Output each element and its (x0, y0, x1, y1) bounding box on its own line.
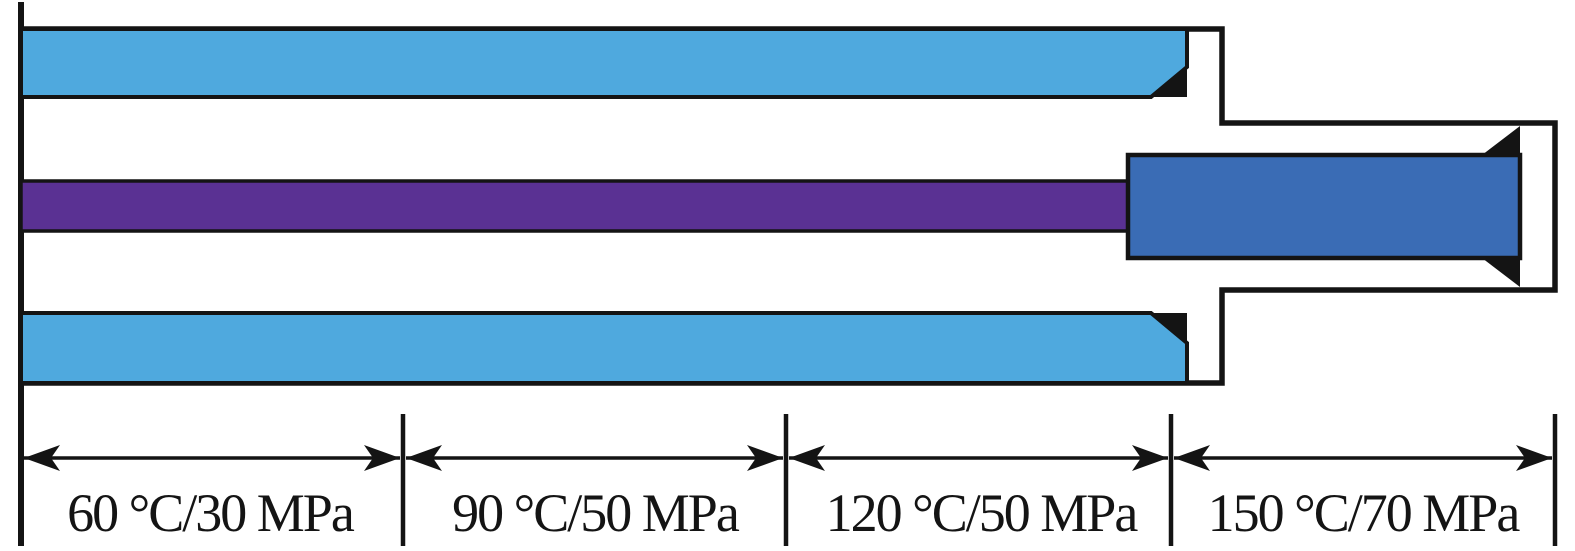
piston-top-seal-wedge-icon (1482, 126, 1520, 155)
arrowhead-left-zone-1-icon (24, 445, 60, 471)
arrowhead-right-zone-1-icon (364, 445, 400, 471)
piston-bottom-seal-wedge-icon (1482, 258, 1520, 287)
vessel-outline (21, 26, 1558, 386)
arrowhead-left-zone-3-icon (789, 445, 825, 471)
arrowhead-left-zone-2-icon (406, 445, 442, 471)
bottom-liner-bar (19, 311, 1189, 385)
arrowhead-right-zone-2-icon (747, 445, 783, 471)
zone-label-3: 120 °C/50 MPa (826, 483, 1139, 543)
arrowhead-right-zone-4-icon (1516, 445, 1552, 471)
zone-label-1: 60 °C/30 MPa (67, 483, 355, 543)
zone-labels: 60 °C/30 MPa 90 °C/50 MPa 120 °C/50 MPa … (67, 483, 1522, 543)
top-liner-bar (19, 27, 1189, 99)
top-bar-chamfer-seal-icon (1151, 67, 1187, 97)
purple-rod-bar (19, 179, 1130, 233)
zone-label-4: 150 °C/70 MPa (1208, 483, 1521, 543)
piston-head-bar (1125, 152, 1523, 261)
zone-label-2: 90 °C/50 MPa (452, 483, 740, 543)
bottom-bar-chamfer-seal-icon (1151, 313, 1187, 343)
arrowhead-left-zone-4-icon (1174, 445, 1210, 471)
dimension-extension-lines (400, 414, 1558, 546)
arrowhead-right-zone-3-icon (1132, 445, 1168, 471)
dimension-lines (24, 445, 1552, 471)
